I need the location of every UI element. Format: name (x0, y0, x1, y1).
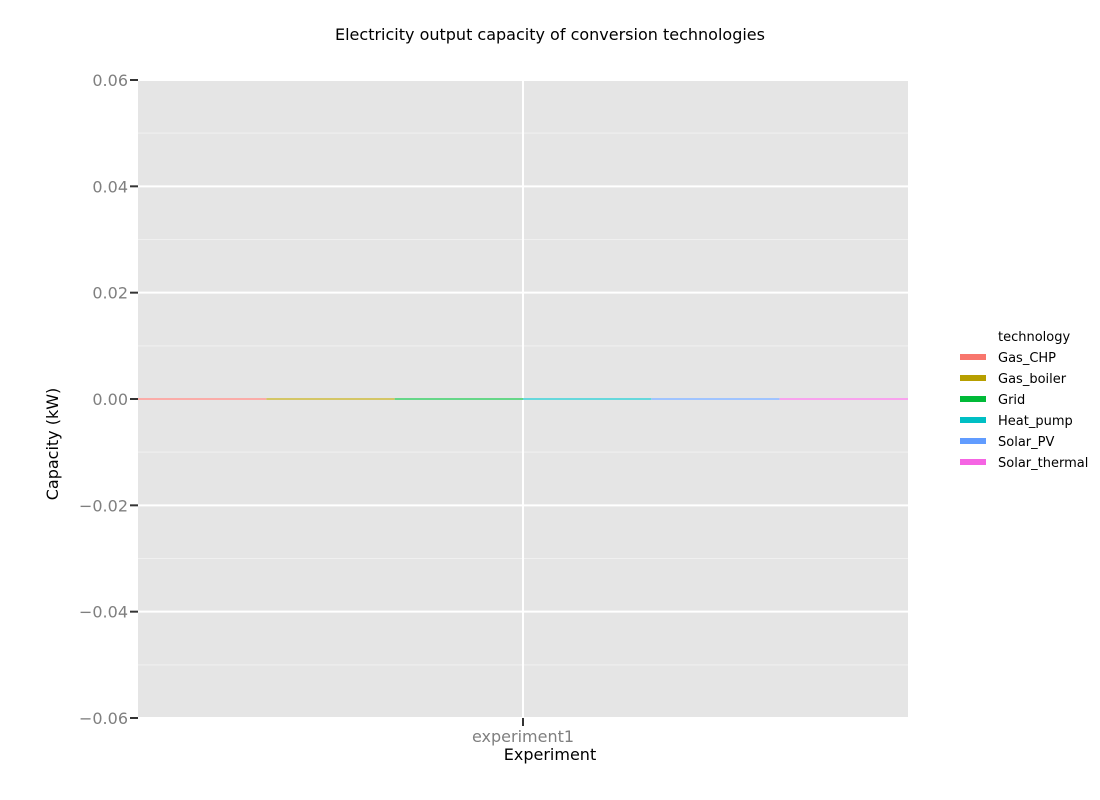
legend-swatch (960, 396, 986, 402)
x-tick-label: experiment1 (472, 727, 574, 746)
chart-title: Electricity output capacity of conversio… (335, 25, 765, 44)
bar-solar-pv (651, 398, 780, 400)
legend: technology Gas_CHP Gas_boiler Grid Heat_pum… (960, 330, 1088, 471)
bar-solar-thermal (779, 398, 908, 400)
legend-swatch (960, 438, 986, 444)
x-axis: experiment1 (472, 718, 574, 746)
bar-heat-pump (523, 398, 652, 400)
y-tick-label: −0.04 (79, 603, 128, 622)
legend-label: Heat_pump (998, 414, 1073, 429)
bar-gas-chp (138, 398, 267, 400)
y-axis-title: Capacity (kW) (43, 388, 62, 501)
legend-label: Solar_thermal (998, 456, 1088, 471)
y-tick-label: 0.04 (92, 177, 128, 196)
y-tick-label: −0.06 (79, 709, 128, 728)
legend-swatch (960, 417, 986, 423)
legend-title: technology (998, 330, 1070, 345)
bars (138, 398, 908, 400)
y-tick-label: 0.06 (92, 71, 128, 90)
legend-label: Solar_PV (998, 435, 1054, 450)
y-tick-label: 0.00 (92, 390, 128, 409)
legend-label: Grid (998, 393, 1025, 408)
legend-label: Gas_CHP (998, 351, 1056, 366)
legend-swatch (960, 375, 986, 381)
y-axis: 0.06 0.04 0.02 0.00 −0.02 −0.04 −0.06 (79, 71, 138, 728)
legend-label: Gas_boiler (998, 372, 1067, 387)
bar-gas-boiler (266, 398, 395, 400)
legend-swatch (960, 459, 986, 465)
y-tick-label: 0.02 (92, 284, 128, 303)
legend-swatch (960, 354, 986, 360)
x-axis-title: Experiment (504, 745, 596, 764)
bar-grid (394, 398, 523, 400)
y-tick-label: −0.02 (79, 496, 128, 515)
